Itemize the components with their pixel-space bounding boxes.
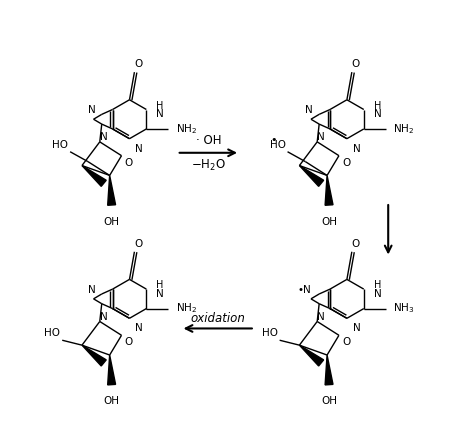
- Text: N: N: [136, 144, 143, 153]
- Text: N: N: [88, 106, 96, 115]
- Polygon shape: [108, 355, 116, 385]
- Text: N: N: [317, 132, 325, 142]
- Text: O: O: [342, 337, 350, 347]
- Text: $-$H$_2$O: $-$H$_2$O: [191, 158, 226, 173]
- Text: N: N: [374, 109, 382, 120]
- Text: O: O: [125, 158, 133, 167]
- Text: OH: OH: [321, 217, 337, 227]
- Text: N: N: [353, 144, 361, 153]
- Text: oxidation: oxidation: [191, 312, 246, 325]
- Text: NH$_2$: NH$_2$: [176, 302, 197, 315]
- Text: H: H: [374, 280, 381, 290]
- Text: NH$_2$: NH$_2$: [176, 122, 197, 136]
- Text: N: N: [317, 312, 325, 322]
- Text: N: N: [100, 312, 108, 322]
- Text: N: N: [353, 323, 361, 333]
- Text: OH: OH: [104, 396, 119, 407]
- Polygon shape: [300, 345, 324, 366]
- Text: H: H: [374, 100, 381, 111]
- Text: HO: HO: [52, 140, 68, 150]
- Text: O: O: [342, 158, 350, 167]
- Text: •N: •N: [298, 285, 311, 295]
- Text: HO: HO: [44, 328, 60, 338]
- Text: O: O: [134, 59, 143, 69]
- Text: N: N: [136, 323, 143, 333]
- Polygon shape: [82, 345, 106, 366]
- Polygon shape: [108, 176, 116, 205]
- Text: · OH: · OH: [196, 134, 221, 148]
- Text: H: H: [156, 100, 164, 111]
- Text: O: O: [352, 239, 360, 249]
- Text: O: O: [125, 337, 133, 347]
- Text: N: N: [374, 289, 382, 299]
- Text: OH: OH: [104, 217, 119, 227]
- Polygon shape: [300, 165, 324, 187]
- Text: O: O: [134, 239, 143, 249]
- Polygon shape: [82, 165, 106, 187]
- Text: NH$_2$: NH$_2$: [393, 122, 415, 136]
- Text: N: N: [156, 109, 164, 120]
- Polygon shape: [325, 355, 333, 385]
- Polygon shape: [325, 176, 333, 205]
- Text: HO: HO: [262, 328, 278, 338]
- Text: N: N: [305, 106, 313, 115]
- Text: OH: OH: [321, 396, 337, 407]
- Text: O: O: [352, 59, 360, 69]
- Text: N: N: [88, 285, 96, 295]
- Text: NH$_3$: NH$_3$: [393, 302, 415, 315]
- Text: N: N: [100, 132, 108, 142]
- Text: N: N: [156, 289, 164, 299]
- Text: HO: HO: [270, 140, 285, 150]
- Text: H: H: [156, 280, 164, 290]
- Text: •: •: [271, 135, 277, 145]
